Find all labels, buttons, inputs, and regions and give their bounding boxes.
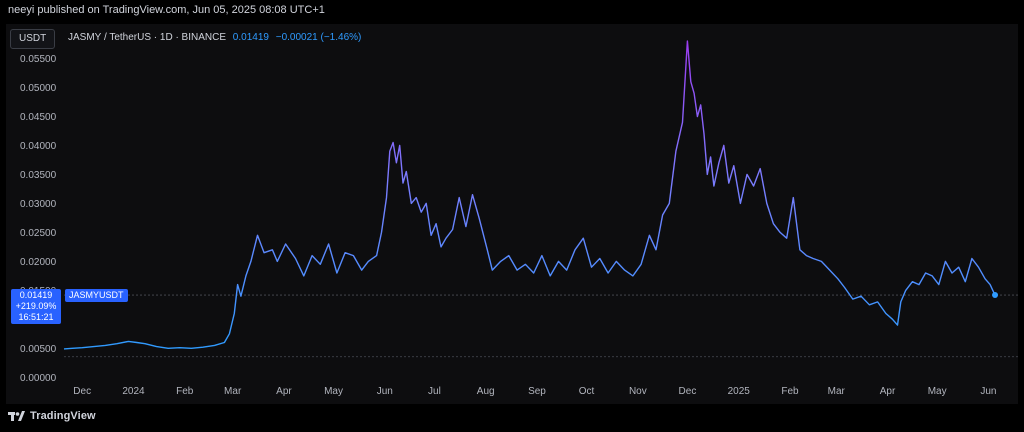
price-tag-change: +219.09% [15,301,57,311]
y-tick-label: 0.02500 [20,228,57,239]
x-tick-label: Jun [377,386,393,397]
footer-bar [0,404,1024,432]
x-tick-label: Oct [579,386,595,397]
symbol-scale-tag: JASMYUSDT [65,289,128,302]
y-tick-label: 0.04500 [20,112,57,123]
x-tick-label: May [928,386,947,397]
y-tick-label: 0.02000 [20,257,57,268]
symbol-title[interactable]: JASMY / TetherUS · 1D · BINANCE [68,32,227,43]
currency-button[interactable]: USDT [10,29,56,49]
symbol-legend: JASMY / TetherUS · 1D · BINANCE 0.01419 … [68,32,361,43]
x-tick-label: 2024 [122,386,145,397]
y-tick-label: 0.00000 [20,373,57,384]
publish-bar: neeyi published on TradingView.com, Jun … [0,0,1024,22]
y-tick-label: 0.00500 [20,344,57,355]
price-tag-countdown: 16:51:21 [18,312,54,322]
price-chart: 0.05500 0.05000 0.04500 0.04000 0.03500 0.030… [20,40,1018,397]
publish-info: neeyi published on TradingView.com, Jun … [8,4,325,16]
x-tick-label: Sep [528,386,546,397]
x-tick-label: Aug [477,386,495,397]
y-tick-label: 0.04000 [20,141,57,152]
chart-area[interactable] [6,24,1018,404]
x-tick-label: Mar [224,386,242,397]
x-tick-label: May [324,386,343,397]
price-scale-tag: 0.01419 +219.09% 16:51:21 [11,289,61,324]
y-tick-label: 0.03500 [20,170,57,181]
y-tick-label: 0.05000 [20,83,57,94]
x-tick-label: Jun [980,386,996,397]
y-tick-label: 0.03000 [20,199,57,210]
brand-name: TradingView [30,410,96,422]
x-tick-label: Apr [880,386,896,397]
x-tick-label: Feb [781,386,799,397]
last-price: 0.01419 [232,32,269,43]
price-line [63,40,996,350]
price-change: −0.00021 (−1.46%) [275,32,362,43]
x-tick-label: Mar [828,386,846,397]
last-price-dot [992,292,999,299]
x-tick-label: Nov [629,386,647,397]
y-tick-label: 0.05500 [20,54,57,65]
tradingview-icon [8,411,25,421]
x-tick-label: 2025 [728,386,751,397]
x-tick-label: Feb [176,386,194,397]
price-tag-value: 0.01419 [19,290,53,300]
x-tick-label: Dec [679,386,697,397]
x-tick-label: Dec [73,386,91,397]
x-tick-label: Jul [428,386,441,397]
tradingview-logo: TradingView [8,410,96,422]
x-tick-label: Apr [276,386,292,397]
